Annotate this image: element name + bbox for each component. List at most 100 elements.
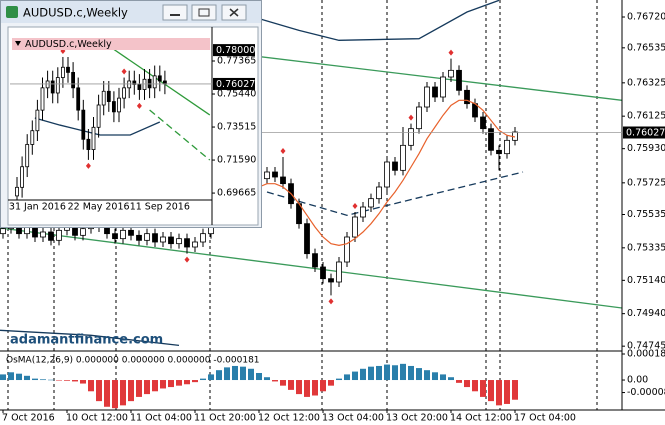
last-price-label: 0.76027: [216, 79, 255, 90]
osma-bar: [200, 378, 206, 381]
minimize-button[interactable]: [162, 4, 188, 21]
inset-label-arrow: [15, 41, 21, 46]
candle-body: [40, 87, 45, 111]
candle-body: [504, 139, 510, 155]
osma-bar: [176, 380, 182, 386]
candle-body: [61, 66, 65, 78]
candle-body: [55, 77, 60, 94]
x-tick-label: 13 Oct 04:00: [322, 413, 384, 424]
candle-body: [120, 229, 126, 240]
inset-window: AUDUSD.c,Weekly AUDUSD.c,Weekly 0.773650…: [0, 0, 262, 228]
candle-body: [352, 216, 358, 238]
candle-body: [424, 86, 430, 108]
candle-body: [448, 69, 454, 78]
osma-bar: [472, 380, 478, 392]
candle-body: [81, 109, 86, 140]
candle-body: [400, 144, 406, 171]
osma-bar: [64, 380, 70, 381]
osma-bar: [416, 368, 422, 381]
osma-bar: [296, 380, 302, 395]
osma-bar: [392, 365, 398, 381]
osma-bar: [408, 365, 414, 381]
inset-axes: 0.77365 0.75440 0.73515 0.71590 0.69665 0.780…: [9, 44, 256, 213]
candle-body: [96, 104, 101, 128]
y-tick-label: 0.76720: [627, 12, 665, 23]
candle-body: [122, 87, 126, 99]
last-price-box: [623, 126, 665, 139]
osma-bar: [280, 380, 286, 386]
osma-bar: [160, 380, 166, 389]
osma-bar: [32, 378, 38, 381]
candle-body: [127, 80, 132, 89]
candle-body: [32, 226, 38, 238]
candle-body: [91, 126, 96, 150]
watermark: adamantfinance.com: [10, 333, 163, 348]
trend-line: [0, 227, 622, 309]
candle-body: [50, 80, 55, 94]
x-tick-label: 11 Oct 20:00: [194, 413, 256, 424]
candle-body: [344, 236, 350, 263]
candle-body: [336, 261, 342, 283]
candle-body: [272, 171, 278, 178]
x-tick-label: 13 Oct 20:00: [386, 413, 448, 424]
osma-bar: [192, 380, 198, 383]
osma-bar: [128, 380, 134, 402]
last-price-box: [213, 77, 255, 90]
axes: 0.76720 0.76535 0.76325 0.76125 0.75930 0.757…: [0, 12, 665, 424]
candle-body: [71, 72, 75, 89]
trend-line: [0, 329, 180, 346]
osma-bar: [232, 365, 238, 381]
osma-bar: [40, 379, 46, 381]
osma-bar: [168, 380, 174, 388]
osma-bar: [352, 371, 358, 381]
osma-bar: [88, 380, 94, 392]
osma-bar: [152, 380, 158, 392]
candle-body: [376, 186, 382, 200]
maximize-button[interactable]: [191, 4, 217, 21]
osma-bar: [496, 380, 502, 406]
x-tick-label: 17 Oct 04:00: [514, 413, 576, 424]
osma-bar: [240, 366, 246, 381]
candle-body: [30, 130, 35, 145]
x-tick-label: 12 Oct 12:00: [258, 413, 320, 424]
osma-bar: [208, 374, 214, 381]
y-tick-label: 0.76325: [627, 77, 665, 88]
candle-body: [368, 198, 374, 208]
candle-body: [480, 116, 486, 130]
candle-body: [464, 89, 470, 105]
osma-bar: [304, 380, 310, 397]
candle-body: [86, 138, 91, 150]
candle-body: [48, 231, 54, 241]
moving-average: [258, 99, 516, 246]
osma-bar: [440, 374, 446, 381]
y-tick-label: 0.75535: [627, 209, 665, 220]
candle-body: [312, 253, 318, 268]
inset-chart-title: AUDUSD.c,Weekly: [25, 39, 112, 50]
y-tick-label: 0.76125: [627, 111, 665, 122]
window-title: AUDUSD.c,Weekly: [23, 6, 128, 20]
osma-bar: [432, 372, 438, 381]
maximize-icon: [198, 8, 210, 17]
y-tick-label: 0.74940: [627, 308, 665, 319]
trend-line: [258, 0, 500, 41]
level-label: 0.78000: [216, 45, 255, 56]
candle-body: [56, 229, 62, 241]
candle-body: [440, 76, 446, 98]
trend-line: [149, 109, 211, 161]
y-tick-label: 0.75440: [217, 89, 256, 100]
y-tick-label: 0.71590: [217, 155, 256, 166]
candle-body: [384, 161, 390, 188]
candle-body: [192, 241, 198, 248]
osma-bar: [16, 373, 22, 381]
osma-bar: [504, 380, 510, 404]
candle-body: [304, 223, 310, 255]
trend-line: [34, 117, 161, 136]
y-tick-label: 0.76535: [627, 42, 665, 53]
osma-bar: [456, 380, 462, 383]
osma-bar: [184, 380, 190, 385]
osma-bar: [488, 380, 494, 402]
fractal-up: [280, 148, 286, 154]
fractal-down: [85, 162, 91, 169]
candle-body: [144, 233, 150, 241]
